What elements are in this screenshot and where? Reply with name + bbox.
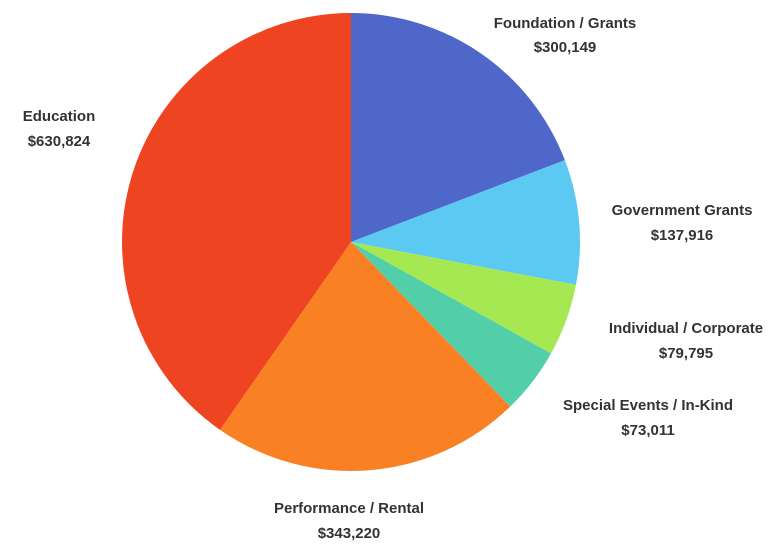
slice-value-special-events: $73,011	[621, 422, 674, 439]
slice-value-foundation-grants: $300,149	[534, 39, 597, 56]
slice-value-performance-rental: $343,220	[318, 525, 381, 542]
slice-labels: Foundation / Grants $300,149 Government …	[23, 15, 763, 542]
slice-label-individual-corporate: Individual / Corporate	[609, 320, 763, 337]
slice-value-government-grants: $137,916	[651, 227, 714, 244]
slice-label-performance-rental: Performance / Rental	[274, 500, 424, 517]
pie-slice-special-events-in-kind	[351, 242, 552, 407]
slice-value-individual-corporate: $79,795	[659, 345, 713, 362]
pie-slice-individual-corporate	[351, 242, 576, 354]
pie-slice-performance-rental	[220, 242, 511, 471]
pie-slice-government-grants	[351, 160, 580, 285]
slice-label-education: Education	[23, 108, 96, 125]
slice-label-government-grants: Government Grants	[612, 202, 753, 219]
pie-slice-education	[122, 13, 352, 430]
pie-slice-foundation-grants	[351, 12, 565, 242]
slice-label-foundation-grants: Foundation / Grants	[494, 15, 637, 32]
slice-value-education: $630,824	[28, 133, 91, 150]
slice-label-special-events: Special Events / In-Kind	[563, 397, 733, 414]
pie-slices	[122, 12, 580, 471]
